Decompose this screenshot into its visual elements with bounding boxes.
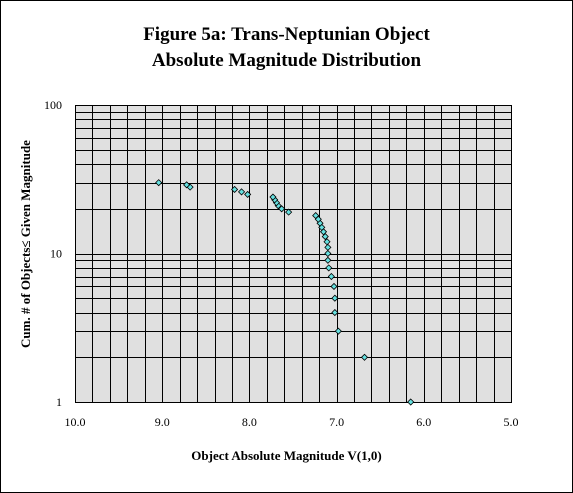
data-point [334, 327, 342, 335]
y-tick-label: 100 [44, 98, 62, 112]
data-point [407, 398, 415, 406]
data-point [285, 208, 293, 216]
data-point [278, 205, 286, 213]
data-point [327, 272, 335, 281]
data-point [312, 212, 320, 220]
data-point [324, 249, 332, 258]
data-point [324, 243, 332, 251]
x-tick-label: 8.0 [242, 415, 257, 429]
data-point [331, 309, 339, 317]
data-point [237, 188, 246, 196]
data-point [231, 185, 239, 194]
x-tick-label: 10.0 [65, 415, 86, 429]
chart-title-line-2: Absolute Magnitude Distribution [151, 50, 422, 71]
data-point [323, 238, 331, 246]
data-point [330, 282, 338, 291]
plot-border [75, 105, 512, 403]
data-point [183, 181, 191, 189]
x-tick-label: 9.0 [155, 415, 170, 429]
x-axis-title: Object Absolute Magnitude V(1,0) [191, 448, 382, 463]
data-point [269, 193, 277, 201]
x-tick-label: 7.0 [329, 415, 344, 429]
data-point [244, 190, 252, 198]
plot-area [75, 105, 511, 402]
data-point [155, 179, 163, 187]
x-tick-label: 6.0 [416, 415, 431, 429]
data-point [324, 256, 332, 264]
data-point [360, 353, 369, 361]
data-point [331, 294, 339, 302]
x-tick-label: 5.0 [504, 415, 519, 429]
data-point [325, 264, 333, 272]
y-tick-label: 10 [50, 247, 62, 261]
y-axis-title-text: Cum. # of Objects≤ Given Magnitude [18, 140, 33, 348]
chart-title-line-1: Figure 5a: Trans-Neptunian Object [143, 24, 430, 45]
y-tick-label: 1 [56, 395, 62, 409]
